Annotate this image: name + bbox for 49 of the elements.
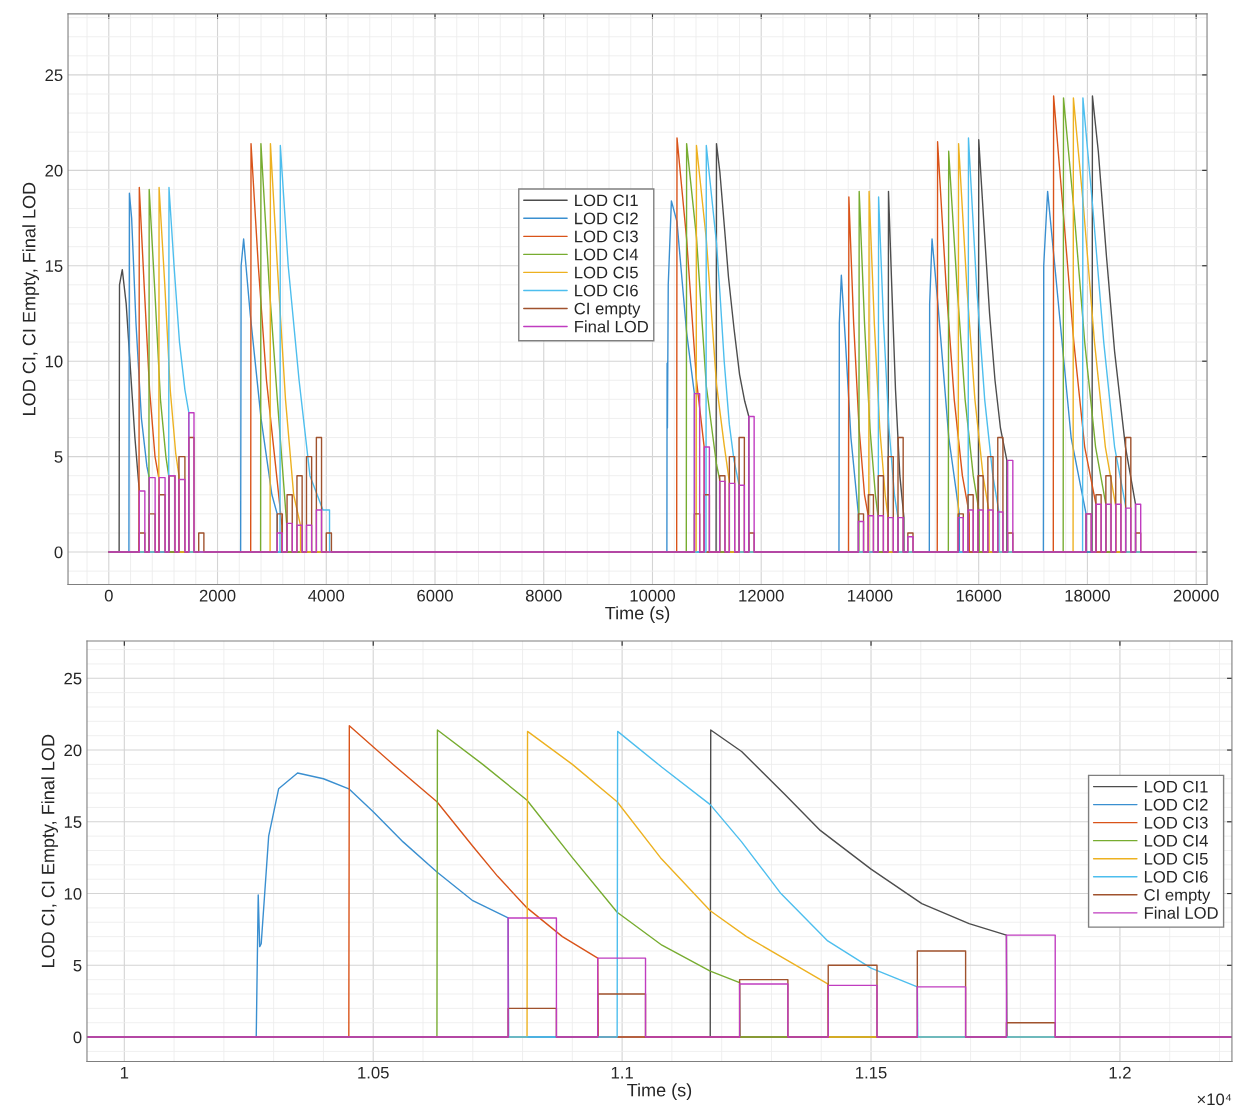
x-tick-label: 1.05 — [358, 1066, 389, 1079]
legend-label: LOD CI6 — [575, 284, 638, 297]
y-tick-label: 0 — [73, 1031, 82, 1044]
x-tick-label: 12000 — [739, 589, 784, 602]
x-tick-label: 16000 — [956, 589, 1002, 602]
legend-label: LOD CI4 — [575, 248, 639, 261]
x-tick-label: 2000 — [199, 589, 236, 602]
x-tick-label: 4000 — [308, 589, 345, 602]
y-tick-label: 0 — [54, 546, 63, 559]
y-tick-label: 20 — [64, 744, 82, 757]
x-tick-label: 1.1 — [611, 1066, 633, 1079]
x-tick-label: 20000 — [1173, 589, 1219, 602]
legend-label: LOD CI2 — [575, 212, 638, 225]
legend-label: Final LOD — [575, 320, 648, 333]
y-tick-label: 10 — [45, 355, 63, 368]
y-tick-label: 15 — [64, 816, 82, 828]
y-tick-label: 5 — [73, 959, 82, 972]
x-tick-label: 0 — [104, 589, 113, 602]
legend-label: CI empty — [1144, 888, 1211, 905]
x-axis-title: Time (s) — [627, 1083, 692, 1101]
legend-label: LOD CI1 — [1144, 780, 1208, 793]
x-tick-label: 14000 — [848, 589, 893, 602]
x-tick-label: 6000 — [417, 589, 453, 602]
y-tick-label: 10 — [64, 887, 82, 900]
legend-label: Final LOD — [1144, 906, 1218, 919]
y-tick-label: 25 — [64, 672, 82, 685]
legend-label: LOD CI3 — [575, 230, 638, 243]
legend-label: LOD CI5 — [1144, 852, 1208, 865]
legend-label: LOD CI2 — [1144, 798, 1208, 811]
y-tick-label: 5 — [54, 451, 63, 463]
legend-label: LOD CI3 — [1144, 816, 1208, 829]
y-tick-label: 25 — [45, 69, 63, 82]
x-tick-label: 10000 — [630, 589, 675, 602]
legend-label: LOD CI6 — [1144, 870, 1208, 883]
legend-label: LOD CI1 — [575, 194, 638, 207]
y-tick-label: 15 — [45, 260, 63, 272]
legend-label: LOD CI5 — [575, 266, 638, 279]
x-tick-label: 18000 — [1065, 589, 1110, 602]
x-axis-title: Time (s) — [605, 606, 670, 624]
x-tick-label: 1.15 — [856, 1066, 887, 1079]
legend-label: CI empty — [574, 302, 641, 318]
y-axis-title: LOD CI, CI Empty, Final LOD — [22, 182, 40, 415]
x-tick-label: 1.2 — [1109, 1066, 1131, 1079]
x-tick-label: 1 — [120, 1066, 129, 1079]
y-tick-label: 20 — [45, 164, 63, 177]
legend-label: LOD CI4 — [1144, 834, 1208, 847]
text: ×10⁴ — [1197, 1093, 1232, 1106]
y-axis-title: LOD CI, CI Empty, Final LOD — [41, 734, 59, 967]
x-tick-label: 8000 — [525, 589, 562, 602]
